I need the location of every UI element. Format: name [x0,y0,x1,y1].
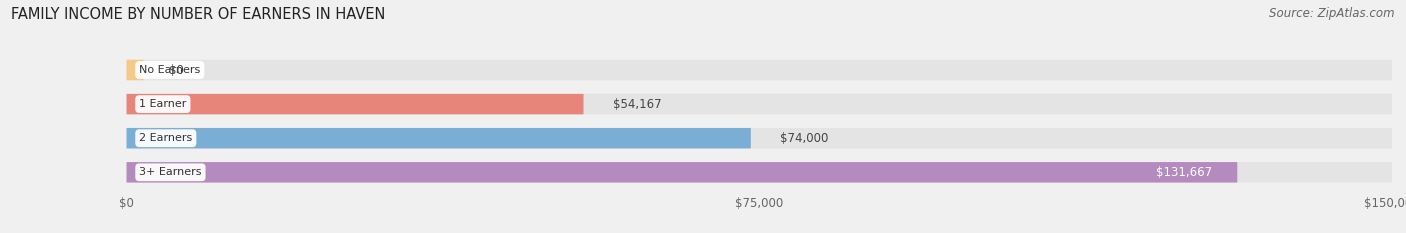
Text: No Earners: No Earners [139,65,201,75]
Text: $0: $0 [169,64,184,76]
FancyBboxPatch shape [127,162,1392,182]
Text: 1 Earner: 1 Earner [139,99,187,109]
FancyBboxPatch shape [127,128,1392,148]
FancyBboxPatch shape [127,94,1392,114]
Text: Source: ZipAtlas.com: Source: ZipAtlas.com [1270,7,1395,20]
FancyBboxPatch shape [127,162,1237,182]
FancyBboxPatch shape [127,60,143,80]
Text: FAMILY INCOME BY NUMBER OF EARNERS IN HAVEN: FAMILY INCOME BY NUMBER OF EARNERS IN HA… [11,7,385,22]
FancyBboxPatch shape [127,94,583,114]
FancyBboxPatch shape [127,60,1392,80]
Text: 2 Earners: 2 Earners [139,133,193,143]
Text: $131,667: $131,667 [1156,166,1212,179]
FancyBboxPatch shape [127,128,751,148]
Text: $54,167: $54,167 [613,98,662,111]
Text: $74,000: $74,000 [780,132,828,145]
Text: 3+ Earners: 3+ Earners [139,167,201,177]
